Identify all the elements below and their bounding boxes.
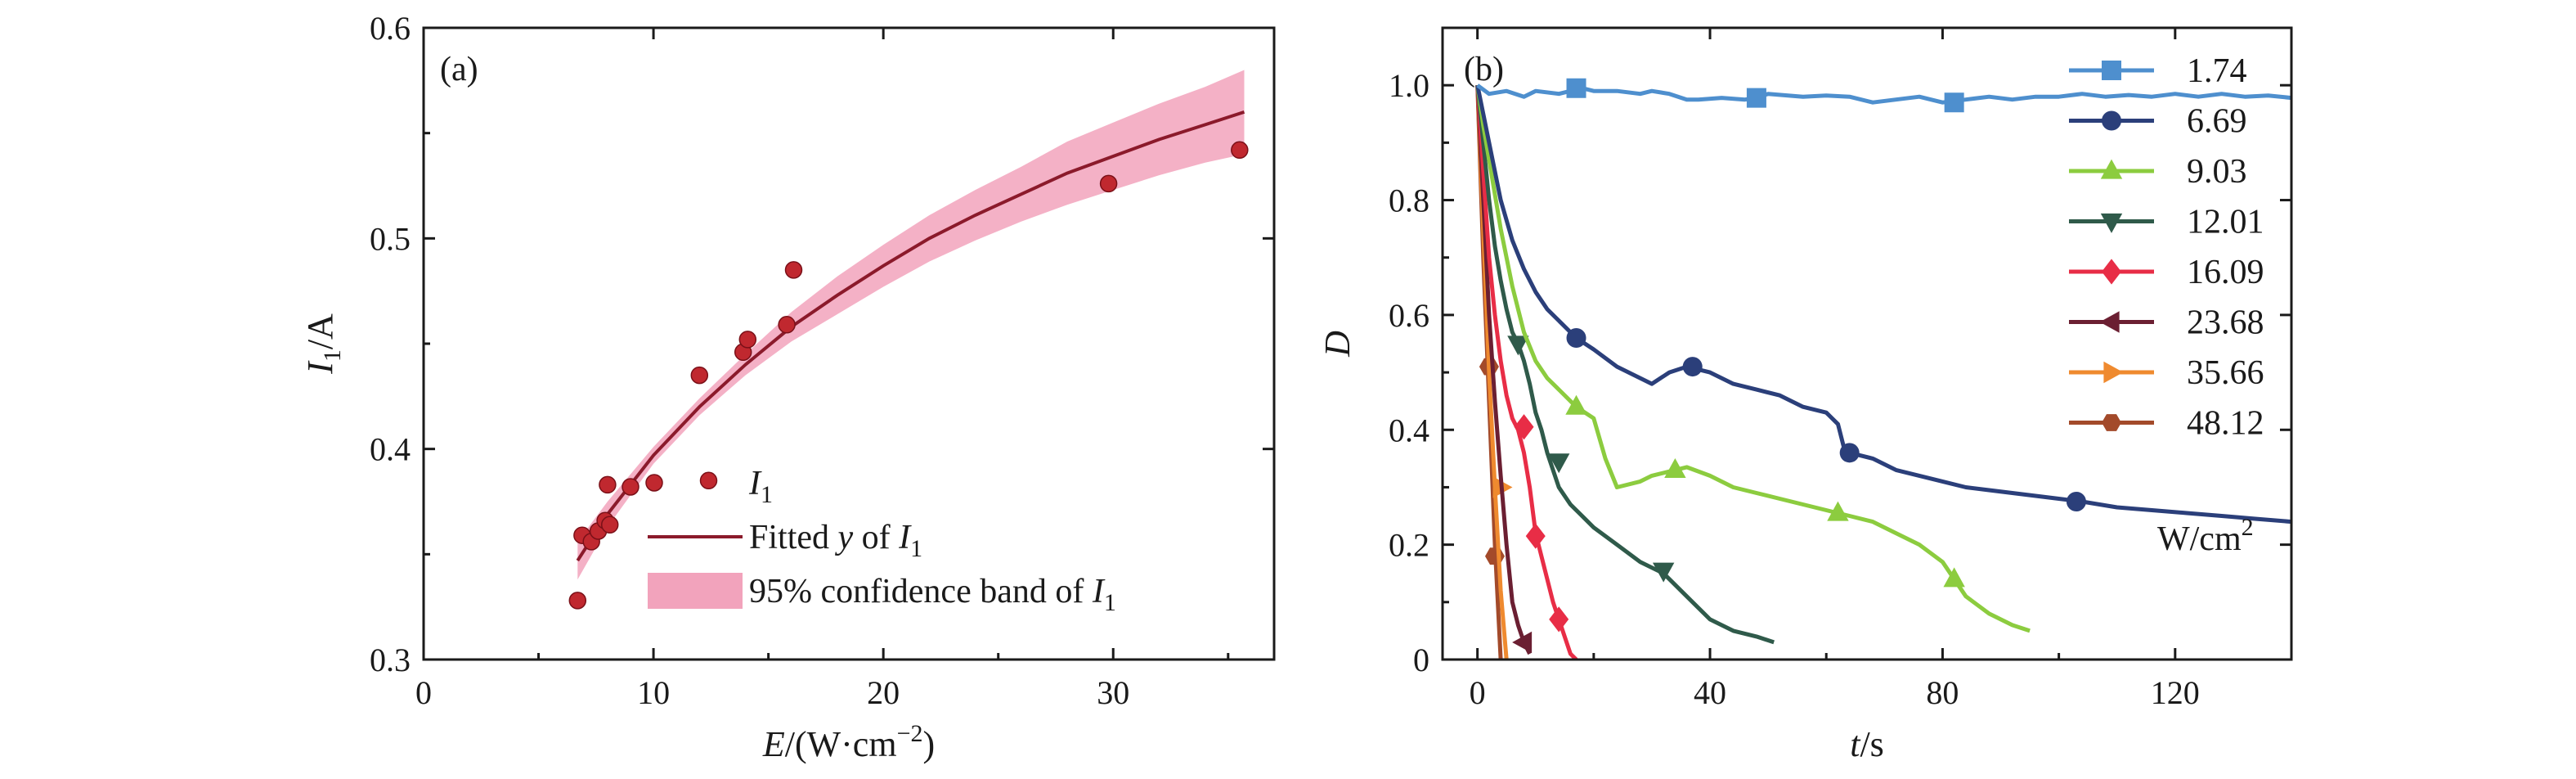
data-point (1231, 141, 1249, 160)
series-marker-6-69 (1566, 327, 1586, 348)
legend-marker-48-12 (2102, 414, 2121, 431)
legend-label-35-66: 35.66 (2187, 354, 2264, 392)
x-tick-label: 20 (867, 674, 900, 711)
y-tick-label: 0.4 (370, 431, 411, 468)
x-axis-title: t/s (1850, 724, 1884, 764)
legend-label-9-03: 9.03 (2187, 153, 2247, 191)
legend-unit: W/cm2 (2157, 514, 2254, 558)
series-marker-9-03 (1943, 567, 1965, 588)
legend-label-fit: Fitted y of I1 (749, 519, 922, 562)
legend-label-1-74: 1.74 (2187, 52, 2247, 90)
legend-marker-9-03 (2100, 159, 2123, 179)
series-marker-6-69 (1682, 357, 1703, 377)
y-tick-label: 0.3 (370, 642, 411, 678)
series-marker-1-74 (1566, 78, 1586, 98)
series-line-6-69 (1475, 84, 2291, 525)
x-tick-label: 120 (2151, 674, 2200, 711)
series-marker-16-09 (1525, 523, 1546, 549)
x-tick-label: 30 (1097, 674, 1129, 711)
y-tick-label: 0.2 (1389, 527, 1429, 564)
series-marker-12-01 (1507, 335, 1529, 356)
legend-swatch-band (648, 573, 743, 609)
panel-b-chart: 0 40 80 120 0 0.2 0.4 0.6 0.8 1.0 (b) t/s D 1.74 6.69 9… (1317, 26, 2293, 764)
series-marker-9-03 (1664, 458, 1686, 478)
y-tick-label: 0.8 (1389, 182, 1429, 219)
plot-area (1475, 78, 2291, 660)
series-marker-12-01 (1547, 453, 1570, 474)
series-marker-1-74 (1746, 88, 1766, 108)
series-marker-16-09 (1514, 414, 1534, 440)
series-line-9-03 (1475, 84, 2031, 633)
confidence-band (577, 70, 1245, 580)
data-point (778, 316, 796, 334)
y-tick-label: 0.4 (1389, 412, 1429, 448)
y-tick-label: 1.0 (1389, 67, 1429, 104)
x-tick-label: 0 (415, 674, 432, 711)
data-point (690, 366, 709, 385)
legend-marker-16-09 (2102, 259, 2121, 285)
legend-label-6-69: 6.69 (2187, 103, 2247, 141)
data-point (599, 475, 617, 494)
series-marker-12-01 (1652, 562, 1675, 583)
series-line-23-68 (1475, 85, 1532, 655)
y-axis-title: I1/A (300, 313, 346, 375)
panel-a-chart: 0 10 20 30 0.3 0.4 0.5 0.6 (a) E/(W·cm−2) I1/A I1 Fi… (300, 10, 1276, 764)
series-marker-6-69 (2066, 492, 2086, 511)
legend-label-23-68: 23.68 (2187, 304, 2264, 342)
x-axis-title: E/(W·cm−2) (762, 720, 935, 764)
legend-marker-i1 (645, 474, 663, 492)
x-tick-label: 40 (1694, 674, 1726, 711)
data-point (622, 478, 640, 496)
panel-label: (b) (1464, 51, 1504, 88)
series-marker-9-03 (1565, 394, 1587, 415)
series-marker-48-12 (1485, 547, 1505, 565)
x-tick-label: 0 (1470, 674, 1486, 711)
legend-label-16-09: 16.09 (2187, 254, 2264, 291)
plot-frame (1441, 26, 2293, 661)
series-marker-6-69 (1839, 443, 1860, 463)
x-tick-label: 80 (1926, 674, 1959, 711)
y-tick-label: 0.6 (1389, 297, 1429, 334)
legend-marker-1-74 (2102, 61, 2121, 80)
data-point (738, 331, 757, 349)
fitted-line (576, 110, 1245, 562)
y-tick-label: 0.5 (370, 220, 411, 257)
legend-marker-35-66 (2103, 361, 2124, 384)
data-point (784, 261, 803, 279)
series-marker-1-74 (1944, 92, 1964, 113)
x-tick-label: 10 (637, 674, 670, 711)
data-point (568, 592, 587, 610)
y-axis-title: D (1317, 331, 1358, 358)
series-line-12-01 (1475, 84, 1775, 645)
y-tick-label: 0.6 (370, 10, 411, 47)
series-line-1-74 (1476, 83, 2291, 105)
series-marker-9-03 (1827, 501, 1849, 521)
series-marker-16-09 (1549, 606, 1569, 633)
y-tick-label: 0 (1413, 642, 1429, 678)
legend-label-band: 95% confidence band of I1 (749, 573, 1116, 616)
legend-label-i1: I1 (748, 465, 773, 508)
legend-label-48-12: 48.12 (2187, 405, 2264, 443)
panel-label: (a) (440, 51, 478, 88)
legend-marker-12-01 (2100, 213, 2123, 233)
legend-label-12-01: 12.01 (2187, 204, 2264, 241)
data-point (699, 471, 718, 490)
data-point (1099, 174, 1118, 193)
data-point (600, 516, 619, 534)
legend-marker-23-68 (2099, 311, 2120, 333)
legend-marker-6-69 (2102, 110, 2121, 131)
series-marker-23-68 (1512, 631, 1533, 654)
